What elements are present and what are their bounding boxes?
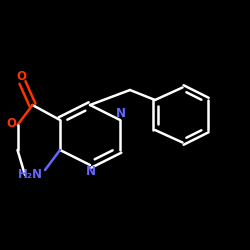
Text: O: O <box>6 117 16 130</box>
Text: H₂N: H₂N <box>18 168 42 181</box>
Text: N: N <box>86 165 96 178</box>
Text: N: N <box>116 107 126 120</box>
Text: O: O <box>16 70 26 83</box>
